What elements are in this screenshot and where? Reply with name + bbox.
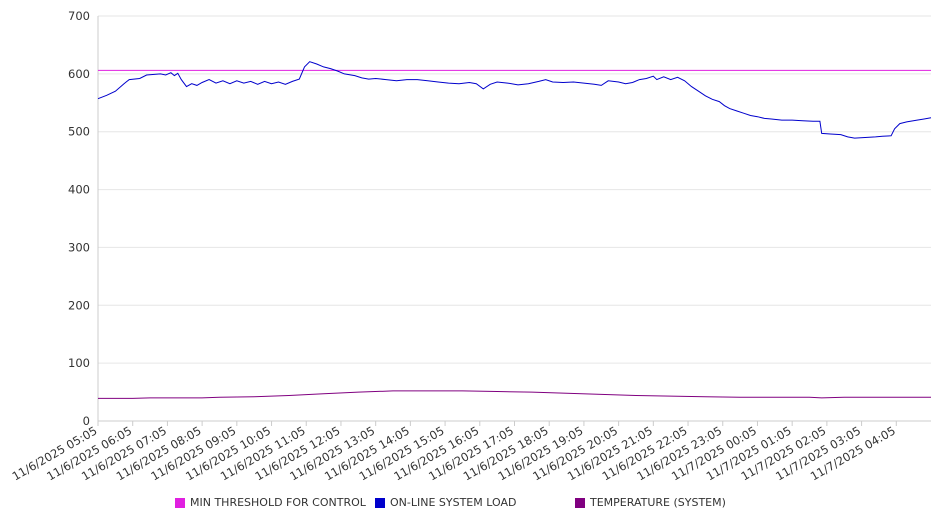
y-tick-label: 700 [68,9,90,23]
y-tick-label: 0 [83,414,90,428]
series-line-system-load [97,61,932,139]
legend-item-system-load[interactable]: ON-LINE SYSTEM LOAD [375,496,516,509]
axes [97,16,931,422]
legend-label-system-load: ON-LINE SYSTEM LOAD [390,496,517,509]
y-tick-label: 400 [68,183,90,197]
series-lines [97,61,932,399]
grid-lines [98,15,931,364]
legend-item-min-threshold[interactable]: MIN THRESHOLD FOR CONTROL [175,496,366,509]
legend-label-temperature: TEMPERATURE (SYSTEM) [590,496,726,509]
y-tick-label: 500 [68,125,90,139]
y-tick-label: 600 [68,67,90,81]
legend: MIN THRESHOLD FOR CONTROL ON-LINE SYSTEM… [0,496,946,516]
legend-swatch-min-threshold [175,497,185,508]
legend-swatch-temperature [575,497,585,508]
y-tick-label: 300 [68,240,90,254]
y-tick-label: 100 [68,356,90,370]
legend-swatch-system-load [375,497,385,508]
y-tick-label: 200 [68,298,90,312]
y-axis-ticks: 0 100 200 300 400 500 600 700 [68,9,90,428]
series-line-temperature [98,390,931,399]
legend-label-min-threshold: MIN THRESHOLD FOR CONTROL [190,496,366,509]
legend-item-temperature[interactable]: TEMPERATURE (SYSTEM) [575,496,726,509]
